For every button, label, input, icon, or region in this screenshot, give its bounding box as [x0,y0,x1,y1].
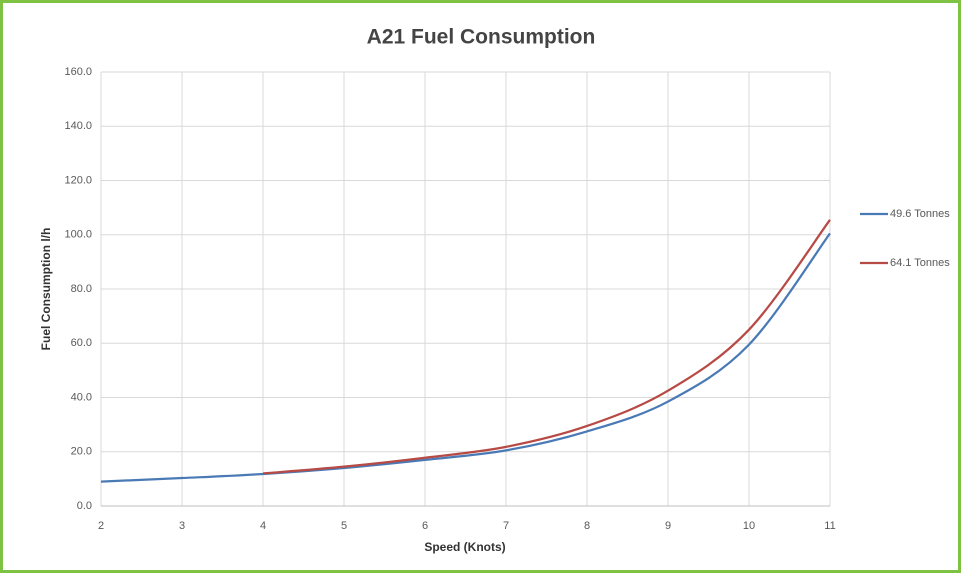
x-tick-label: 9 [665,520,671,532]
chart-title: A21 Fuel Consumption [367,26,596,49]
y-tick-label: 120.0 [64,174,92,186]
x-tick-label: 11 [824,520,835,532]
y-tick-label: 140.0 [64,120,92,132]
y-tick-label: 20.0 [71,446,92,458]
x-tick-label: 2 [98,520,104,532]
y-tick-label: 40.0 [71,391,92,403]
x-tick-label: 8 [584,520,590,532]
x-tick-label: 7 [503,520,509,532]
y-axis-title: Fuel Consumption l/h [39,228,53,351]
x-tick-label: 6 [422,520,428,532]
x-axis-title: Speed (Knots) [424,540,505,554]
x-tick-label: 10 [743,520,755,532]
y-tick-label: 0.0 [77,500,92,512]
y-tick-label: 80.0 [71,283,92,295]
legend-label: 49.6 Tonnes [890,208,950,220]
line-series [100,232,831,483]
y-tick-label: 160.0 [64,66,92,78]
x-tick-label: 5 [341,520,347,532]
legend-label: 64.1 Tonnes [890,257,950,269]
x-tick-label: 3 [179,520,185,532]
y-tick-label: 60.0 [71,337,92,349]
line-series [262,219,831,475]
x-tick-label: 4 [260,520,266,532]
y-tick-label: 100.0 [64,229,92,241]
